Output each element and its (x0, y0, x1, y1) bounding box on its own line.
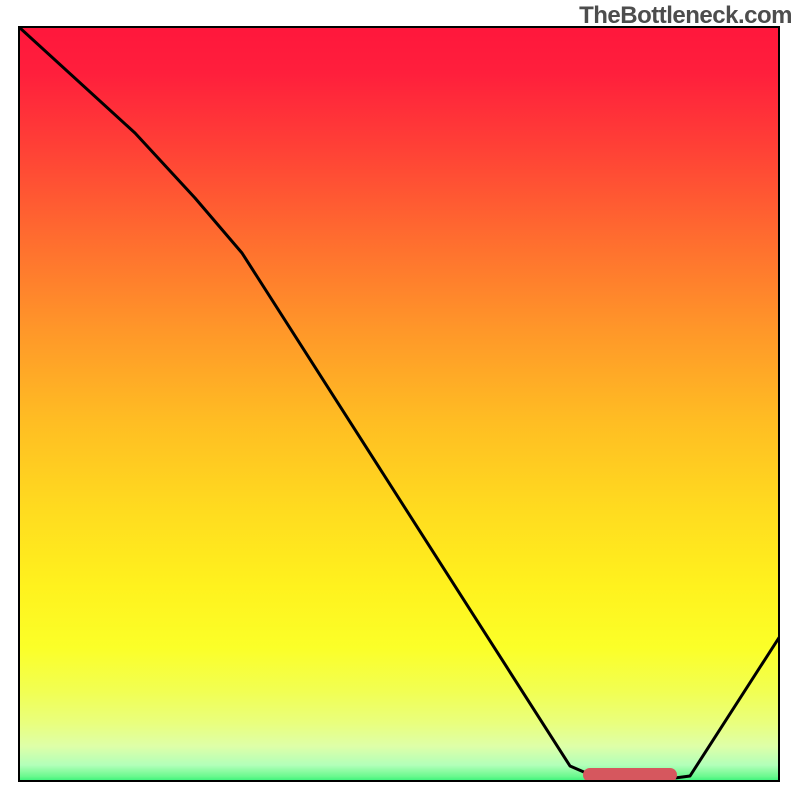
plot-inner (20, 28, 778, 780)
optimal-range-marker (583, 768, 677, 780)
chart-frame: TheBottleneck.com (0, 0, 800, 800)
bottleneck-curve (20, 28, 778, 780)
bottleneck-chart (18, 26, 780, 782)
